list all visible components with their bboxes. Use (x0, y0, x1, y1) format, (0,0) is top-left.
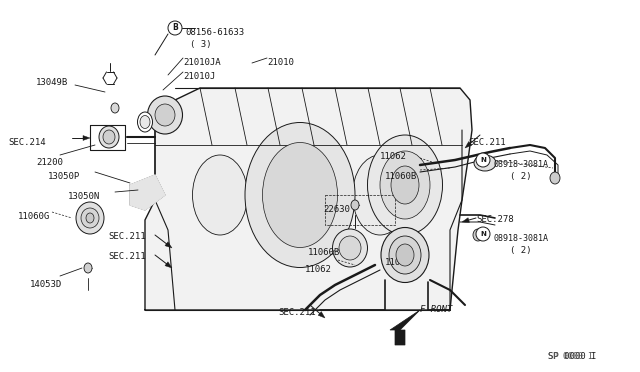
Text: ( 2): ( 2) (510, 246, 531, 255)
Ellipse shape (380, 151, 430, 219)
Text: 13050P: 13050P (48, 172, 80, 181)
Ellipse shape (140, 115, 150, 128)
Polygon shape (165, 242, 172, 248)
Ellipse shape (273, 155, 328, 235)
Ellipse shape (353, 155, 408, 235)
Text: 22630: 22630 (323, 205, 350, 214)
Ellipse shape (351, 200, 359, 210)
Text: 21010J: 21010J (183, 72, 215, 81)
Ellipse shape (86, 213, 94, 223)
Ellipse shape (84, 263, 92, 273)
Ellipse shape (389, 236, 421, 274)
Ellipse shape (339, 236, 361, 260)
Ellipse shape (245, 122, 355, 267)
Ellipse shape (333, 229, 367, 267)
Text: SEC.211: SEC.211 (468, 138, 506, 147)
Text: 14053D: 14053D (30, 280, 62, 289)
Polygon shape (465, 142, 472, 148)
Text: SEC.214: SEC.214 (8, 138, 45, 147)
Ellipse shape (550, 172, 560, 184)
Ellipse shape (147, 96, 182, 134)
Text: SEC.278: SEC.278 (476, 215, 514, 224)
Text: 11060B: 11060B (308, 248, 340, 257)
Ellipse shape (103, 130, 115, 144)
Ellipse shape (99, 126, 119, 148)
Polygon shape (390, 310, 420, 345)
Ellipse shape (474, 155, 496, 171)
Text: SEC.211: SEC.211 (108, 232, 146, 241)
Ellipse shape (193, 155, 248, 235)
Text: 11060B: 11060B (385, 172, 417, 181)
Polygon shape (145, 88, 472, 310)
Text: ( 2): ( 2) (510, 172, 531, 181)
Ellipse shape (262, 142, 337, 247)
Text: SP 0000 I: SP 0000 I (548, 352, 593, 361)
Text: 11060: 11060 (385, 258, 412, 267)
Circle shape (476, 153, 490, 167)
Text: 21010: 21010 (267, 58, 294, 67)
Circle shape (168, 21, 182, 35)
Polygon shape (130, 175, 165, 210)
Text: 21200: 21200 (36, 158, 63, 167)
Polygon shape (83, 135, 90, 141)
Text: N: N (480, 231, 486, 237)
Text: F RONT: F RONT (420, 305, 452, 314)
Ellipse shape (111, 103, 119, 113)
Text: N: N (480, 157, 486, 163)
Ellipse shape (81, 208, 99, 228)
Ellipse shape (396, 244, 414, 266)
Text: SP 0000 I: SP 0000 I (548, 352, 596, 361)
Text: B: B (172, 23, 178, 32)
Ellipse shape (391, 166, 419, 204)
Text: 08918-3081A: 08918-3081A (494, 234, 549, 243)
Ellipse shape (138, 112, 152, 132)
Text: 13049B: 13049B (36, 78, 68, 87)
Ellipse shape (381, 228, 429, 282)
Text: SEC.211: SEC.211 (278, 308, 316, 317)
Polygon shape (318, 312, 325, 318)
Text: 08918-3081A: 08918-3081A (494, 160, 549, 169)
Ellipse shape (155, 104, 175, 126)
Ellipse shape (367, 135, 442, 235)
Text: 13050N: 13050N (68, 192, 100, 201)
Circle shape (476, 227, 490, 241)
Text: 21010JA: 21010JA (183, 58, 221, 67)
Ellipse shape (473, 229, 483, 241)
Polygon shape (165, 262, 172, 268)
Text: ( 3): ( 3) (190, 40, 211, 49)
Ellipse shape (76, 202, 104, 234)
Text: 11060G: 11060G (18, 212, 51, 221)
Text: 08156-61633: 08156-61633 (185, 28, 244, 37)
Text: 11062: 11062 (380, 152, 407, 161)
Polygon shape (462, 218, 469, 222)
Text: 11062: 11062 (305, 265, 332, 274)
Text: SEC.211: SEC.211 (108, 252, 146, 261)
